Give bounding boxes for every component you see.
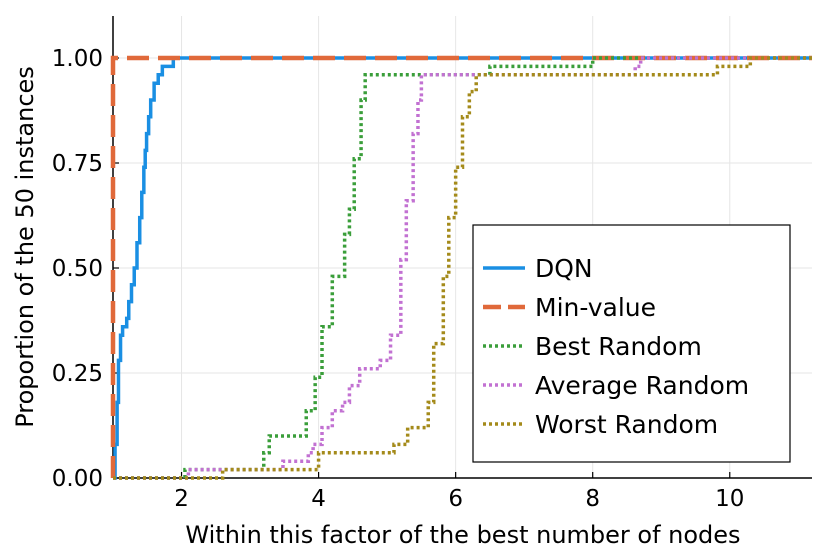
x-axis-title: Within this factor of the best number of… [185,521,740,549]
y-tick-label: 0.75 [52,151,103,177]
legend: DQN Min-value Best Random Average Random Wor… [472,224,791,463]
legend-label-average-random: Average Random [535,371,749,400]
y-tick-label: 0.50 [52,256,103,282]
x-tick-label: 10 [715,486,744,512]
x-tick-label: 6 [448,486,463,512]
series-line-worst-random [113,56,812,480]
series-line-min-value [110,55,812,478]
series-line-average-random [113,56,812,480]
y-tick-label: 0.25 [52,361,103,387]
legend-label-worst-random: Worst Random [535,410,718,439]
x-tick-label: 4 [311,486,326,512]
x-tick-label: 8 [585,486,600,512]
legend-label-min-value: Min-value [535,293,656,322]
series-lines [110,55,812,480]
legend-box [472,224,791,463]
series-line-dqn [113,56,812,480]
legend-label-best-random: Best Random [535,332,702,361]
y-axis-title: Proportion of the 50 instances [11,66,39,428]
y-tick-label: 1.00 [52,46,103,72]
x-tick-label: 2 [174,486,189,512]
tick-labels: 2 4 6 8 10 0.00 0.25 0.50 0.75 1.00 [52,46,745,512]
y-tick-label: 0.00 [52,466,103,492]
legend-label-dqn: DQN [535,254,593,283]
series-line-best-random [113,56,812,480]
